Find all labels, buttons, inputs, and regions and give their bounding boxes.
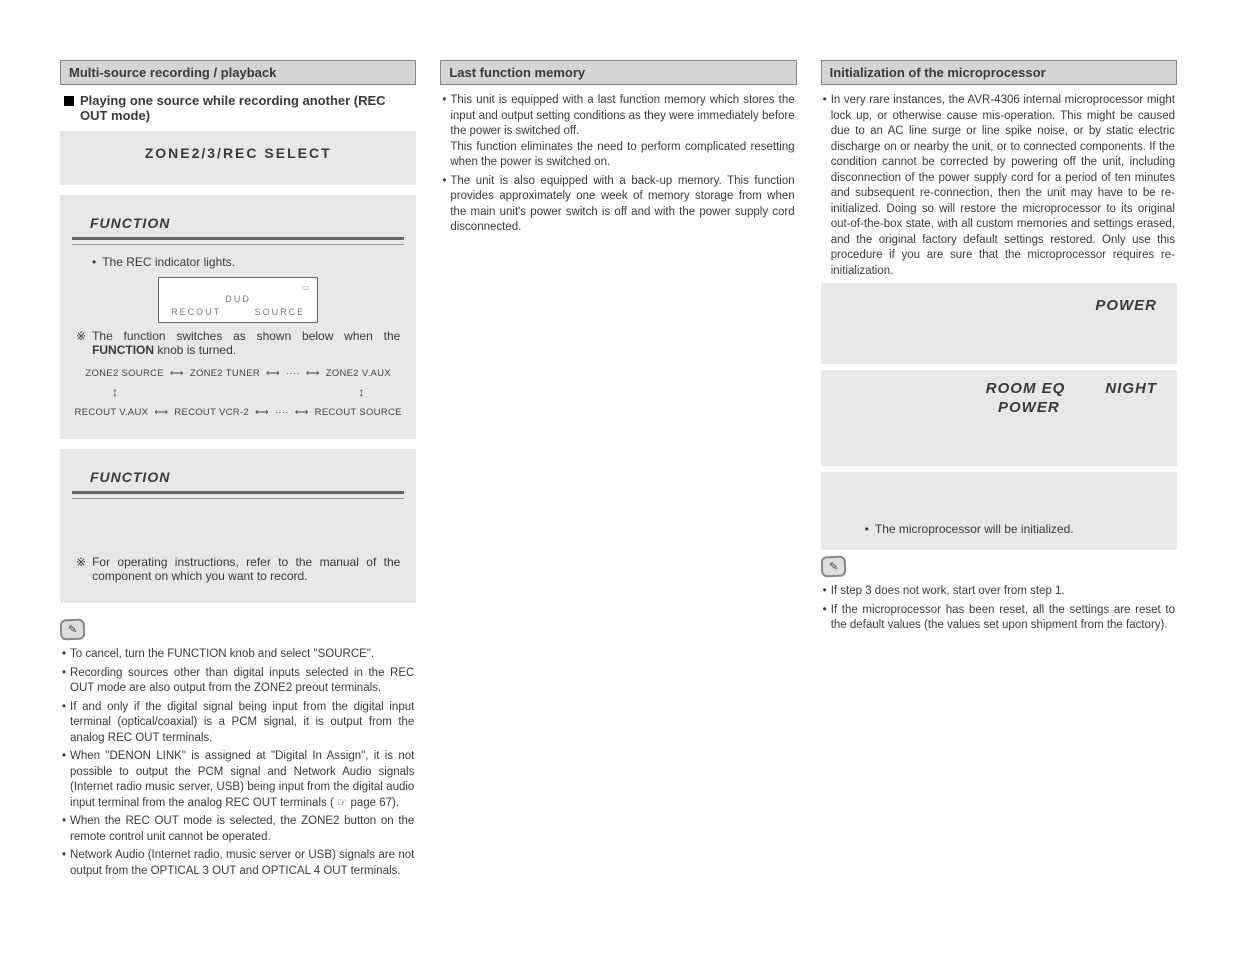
- indicator-icon: ▭: [302, 282, 312, 293]
- col3-notes: •If step 3 does not work, start over fro…: [821, 584, 1177, 634]
- square-bullet-icon: [64, 96, 74, 106]
- panel-function-2: FUNCTION ※ For operating instructions, r…: [60, 449, 416, 603]
- divider: [72, 244, 404, 245]
- header-last-function: Last function memory: [440, 60, 796, 85]
- notes-list: •To cancel, turn the FUNCTION knob and s…: [60, 647, 416, 879]
- bullet-icon: •: [865, 522, 869, 536]
- divider: [72, 237, 404, 240]
- roomeq-label: ROOM EQ: [986, 380, 1066, 397]
- panel-function-1: FUNCTION • The REC indicator lights. ▭ D…: [60, 195, 416, 439]
- switch-note-text: The function switches as shown below whe…: [92, 329, 400, 357]
- list-item: • This unit is equipped with a last func…: [442, 93, 794, 171]
- list-item: •Network Audio (Internet radio, music se…: [62, 848, 414, 879]
- display-right: SOURCE: [255, 306, 306, 319]
- function-heading-2: FUNCTION: [90, 469, 404, 485]
- function-heading-1: FUNCTION: [90, 215, 404, 231]
- asterisk-icon: ※: [76, 555, 86, 583]
- bidir-arrow-icon: ⟷: [154, 404, 168, 421]
- init-message-row: • The microprocessor will be initialized…: [865, 522, 1163, 536]
- display-main: DUD: [165, 293, 311, 306]
- panel-zone-select: ZONE2/3/REC SELECT: [60, 131, 416, 185]
- asterisk-icon: ※: [76, 329, 86, 357]
- list-item: •In very rare instances, the AVR-4306 in…: [823, 93, 1175, 279]
- list-item: •If and only if the digital signal being…: [62, 700, 414, 747]
- rec-indicator-line: • The REC indicator lights.: [92, 255, 404, 269]
- bidir-arrow-icon: ⟷: [266, 365, 280, 382]
- header-initialization: Initialization of the microprocessor: [821, 60, 1177, 85]
- flow-bottom-row: RECOUT V.AUX⟷ RECOUT VCR-2⟷ ····⟷ RECOUT…: [72, 404, 404, 421]
- list-item: •To cancel, turn the FUNCTION knob and s…: [62, 647, 414, 663]
- updown-arrow-icon: ↕: [112, 382, 118, 404]
- lcd-display: ▭ DUD RECOUT SOURCE: [158, 277, 318, 323]
- list-item: •When the REC OUT mode is selected, the …: [62, 814, 414, 845]
- col3-intro: •In very rare instances, the AVR-4306 in…: [821, 93, 1177, 279]
- bidir-arrow-icon: ⟷: [295, 404, 309, 421]
- col2-bullets: • This unit is equipped with a last func…: [440, 93, 796, 236]
- subhead-rec-out: Playing one source while recording anoth…: [64, 93, 416, 123]
- power-panel-1: POWER: [821, 283, 1177, 364]
- roomeq-night-row: ROOM EQ NIGHT: [835, 380, 1157, 397]
- header-multi-source: Multi-source recording / playback: [60, 60, 416, 85]
- divider: [72, 498, 404, 499]
- flow-diagram: ZONE2 SOURCE⟷ ZONE2 TUNER⟷ ····⟷ ZONE2 V…: [72, 365, 404, 421]
- pencil-note-icon: ✎: [60, 619, 86, 641]
- divider: [72, 491, 404, 494]
- flow-top-row: ZONE2 SOURCE⟷ ZONE2 TUNER⟷ ····⟷ ZONE2 V…: [72, 365, 404, 382]
- updown-arrow-icon: ↕: [358, 382, 364, 404]
- display-left: RECOUT: [171, 306, 221, 319]
- bullet-icon: •: [92, 255, 96, 269]
- list-item: •The unit is also equipped with a back-u…: [442, 174, 794, 236]
- rec-indicator-text: The REC indicator lights.: [102, 255, 235, 269]
- op-note: ※ For operating instructions, refer to t…: [76, 555, 400, 583]
- bidir-arrow-icon: ⟷: [306, 365, 320, 382]
- power-label-1: POWER: [835, 297, 1157, 314]
- column-last-function: Last function memory • This unit is equi…: [440, 60, 796, 882]
- subhead-text: Playing one source while recording anoth…: [80, 93, 416, 123]
- power-label-2: POWER: [895, 399, 1163, 416]
- night-label: NIGHT: [1105, 380, 1157, 397]
- list-item: •When "DENON LINK" is assigned at "Digit…: [62, 749, 414, 811]
- column-multi-source: Multi-source recording / playback Playin…: [60, 60, 416, 882]
- panel-title: ZONE2/3/REC SELECT: [72, 145, 404, 161]
- power-panel-3: • The microprocessor will be initialized…: [821, 472, 1177, 550]
- power-panel-2: ROOM EQ NIGHT POWER: [821, 370, 1177, 466]
- bidir-arrow-icon: ⟷: [170, 365, 184, 382]
- flow-vertical-links: ↕ ↕: [72, 382, 404, 404]
- column-initialization: Initialization of the microprocessor •In…: [821, 60, 1177, 882]
- list-item: •If step 3 does not work, start over fro…: [823, 584, 1175, 600]
- switch-note: ※ The function switches as shown below w…: [76, 329, 400, 357]
- pencil-note-icon: ✎: [820, 556, 846, 578]
- init-message: The microprocessor will be initialized.: [875, 522, 1074, 536]
- list-item: •If the microprocessor has been reset, a…: [823, 603, 1175, 634]
- list-item: •Recording sources other than digital in…: [62, 666, 414, 697]
- bidir-arrow-icon: ⟷: [255, 404, 269, 421]
- op-note-text: For operating instructions, refer to the…: [92, 555, 400, 583]
